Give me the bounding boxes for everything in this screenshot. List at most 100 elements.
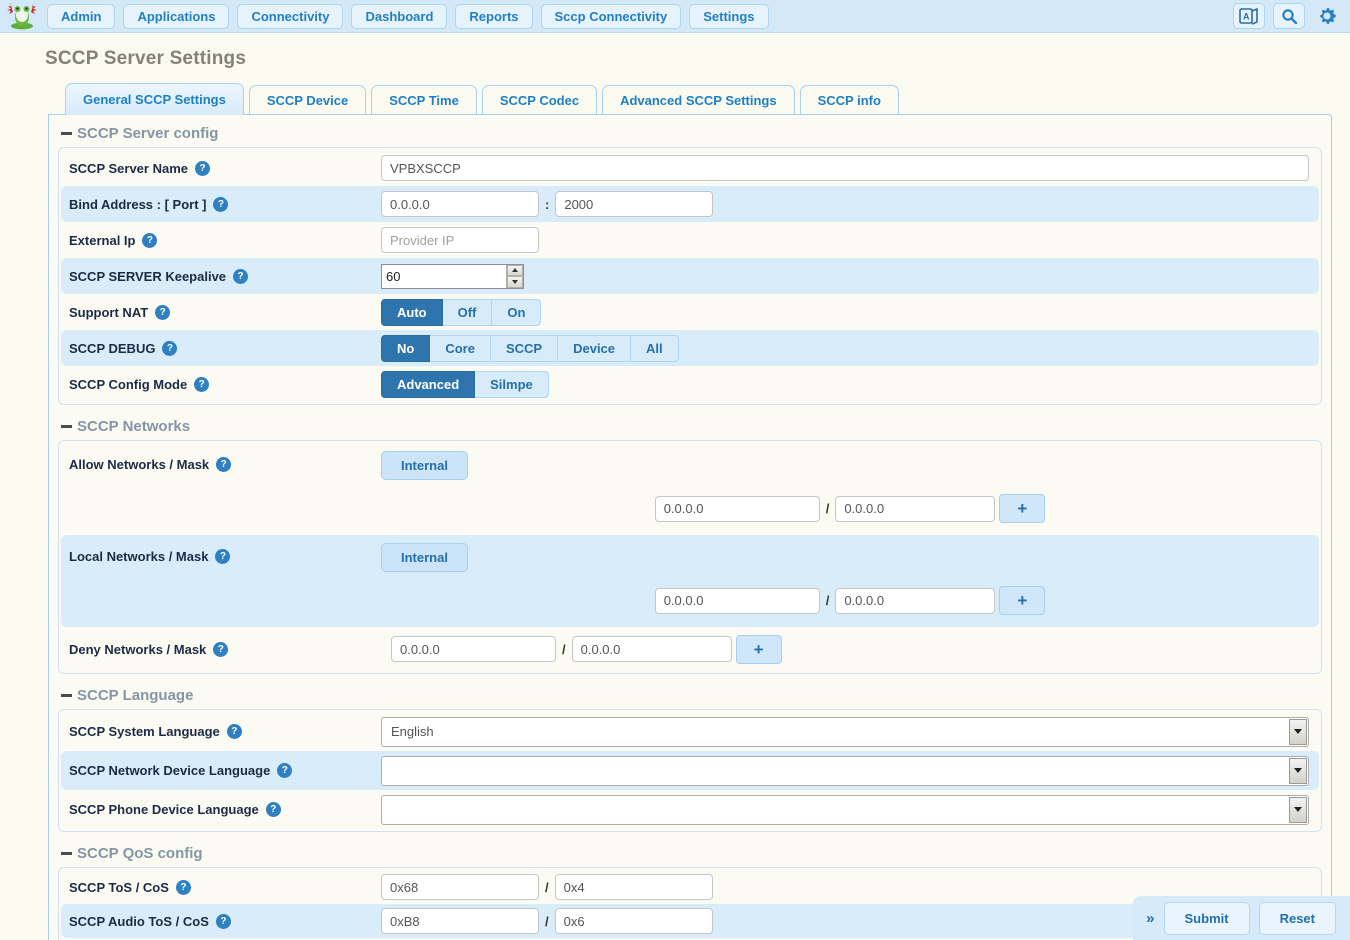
form-row-local-networks: Local Networks / Mask Internal / +: [61, 535, 1319, 627]
tab-sccp-codec[interactable]: SCCP Codec: [481, 85, 598, 114]
translate-icon[interactable]: A: [1233, 3, 1265, 29]
collapse-minus-icon[interactable]: [61, 132, 72, 135]
spinner-down-icon[interactable]: [507, 276, 523, 288]
local-network-input[interactable]: [654, 587, 820, 614]
field-label-network-device-language: SCCP Network Device Language: [69, 763, 271, 778]
nav-item-applications[interactable]: Applications: [123, 3, 230, 29]
debug-core-button[interactable]: Core: [429, 334, 491, 362]
sccp-debug-toggle-group: No Core SCCP Device All: [381, 334, 679, 362]
help-icon[interactable]: [265, 802, 281, 817]
help-icon[interactable]: [213, 641, 229, 657]
section-header-server-config: SCCP Server config: [58, 117, 1322, 147]
help-icon[interactable]: [162, 340, 178, 356]
collapse-minus-icon[interactable]: [61, 425, 72, 428]
slash-separator: /: [562, 641, 566, 657]
allow-network-input[interactable]: [654, 495, 820, 522]
keepalive-input[interactable]: [382, 264, 506, 288]
system-language-select[interactable]: English: [381, 716, 1309, 747]
allow-internal-button[interactable]: Internal: [381, 451, 468, 480]
field-label-local-networks: Local Networks / Mask: [69, 549, 209, 564]
network-device-language-select[interactable]: [381, 755, 1309, 786]
slash-separator: /: [545, 879, 549, 895]
page-title: SCCP Server Settings: [45, 48, 247, 69]
help-icon[interactable]: [142, 232, 158, 248]
plus-icon[interactable]: +: [999, 494, 1046, 523]
section-header-qos: SCCP QoS config: [58, 837, 1322, 867]
help-icon[interactable]: [195, 160, 210, 176]
section-qos: SCCP ToS / CoS / SCCP Audio ToS / CoS /: [58, 867, 1322, 940]
field-label-deny-networks: Deny Networks / Mask: [69, 641, 207, 657]
collapse-minus-icon[interactable]: [61, 694, 72, 697]
sccp-cos-input[interactable]: [554, 874, 713, 900]
allow-mask-input[interactable]: [835, 495, 996, 522]
top-nav-bar: Admin Applications Connectivity Dashboar…: [0, 0, 1350, 33]
tab-sccp-device[interactable]: SCCP Device: [248, 85, 367, 114]
tab-sccp-info[interactable]: SCCP info: [799, 85, 899, 114]
number-spinner: [506, 264, 523, 288]
debug-device-button[interactable]: Device: [557, 334, 632, 362]
search-icon[interactable]: [1273, 3, 1305, 29]
plus-icon[interactable]: +: [999, 586, 1046, 615]
help-icon[interactable]: [277, 763, 293, 778]
field-label-server-name: SCCP Server Name: [69, 160, 188, 176]
frog-logo[interactable]: [5, 1, 39, 31]
nat-off-button[interactable]: Off: [441, 298, 493, 326]
collapse-toolbar-chevron[interactable]: »: [1146, 909, 1155, 927]
deny-mask-input[interactable]: [571, 636, 732, 662]
collapse-minus-icon[interactable]: [61, 852, 72, 855]
form-row-system-language: SCCP System Language English: [61, 712, 1319, 751]
help-icon[interactable]: [213, 196, 229, 212]
server-name-input[interactable]: [381, 155, 1309, 181]
audio-cos-input[interactable]: [554, 908, 713, 934]
spinner-up-icon[interactable]: [507, 264, 523, 276]
help-icon[interactable]: [226, 724, 242, 739]
submit-button[interactable]: Submit: [1163, 901, 1250, 935]
nav-item-dashboard[interactable]: Dashboard: [351, 3, 448, 29]
phone-device-language-select[interactable]: [381, 794, 1309, 825]
nav-item-settings[interactable]: Settings: [689, 3, 769, 29]
form-row-audio-tos: SCCP Audio ToS / CoS /: [61, 904, 1319, 938]
deny-network-input[interactable]: [391, 636, 556, 662]
external-ip-input[interactable]: [381, 227, 539, 253]
help-icon[interactable]: [216, 457, 232, 472]
nav-item-reports[interactable]: Reports: [455, 3, 533, 29]
help-icon[interactable]: [175, 879, 191, 895]
selected-value: English: [391, 724, 434, 739]
audio-tos-input[interactable]: [381, 908, 539, 934]
help-icon[interactable]: [155, 304, 171, 320]
nat-on-button[interactable]: On: [491, 298, 542, 326]
debug-all-button[interactable]: All: [630, 334, 679, 362]
form-row-server-name: SCCP Server Name: [61, 150, 1319, 186]
tab-general-sccp-settings[interactable]: General SCCP Settings: [65, 83, 244, 115]
plus-icon[interactable]: +: [735, 634, 782, 664]
reset-button[interactable]: Reset: [1258, 901, 1336, 935]
field-label-system-language: SCCP System Language: [69, 724, 220, 739]
tab-sccp-time[interactable]: SCCP Time: [371, 85, 477, 114]
help-icon[interactable]: [215, 913, 231, 929]
local-mask-input[interactable]: [835, 587, 996, 614]
tab-advanced-sccp-settings[interactable]: Advanced SCCP Settings: [602, 85, 795, 114]
debug-sccp-button[interactable]: SCCP: [489, 334, 559, 362]
section-networks: Allow Networks / Mask Internal / + Local…: [58, 440, 1322, 674]
nat-auto-button[interactable]: Auto: [381, 298, 443, 326]
floating-action-bar: » Submit Reset: [1133, 896, 1350, 940]
bind-address-input[interactable]: [381, 191, 539, 217]
mode-simple-button[interactable]: Silmpe: [474, 370, 549, 398]
field-label-phone-device-language: SCCP Phone Device Language: [69, 802, 259, 817]
nav-item-connectivity[interactable]: Connectivity: [237, 3, 344, 29]
dropdown-arrow-icon: [1289, 757, 1307, 784]
help-icon[interactable]: [233, 268, 249, 284]
local-internal-button[interactable]: Internal: [381, 543, 468, 572]
bind-port-input[interactable]: [555, 191, 714, 217]
section-header-language: SCCP Language: [58, 679, 1322, 709]
help-icon[interactable]: [194, 376, 210, 392]
nav-item-admin[interactable]: Admin: [47, 3, 116, 29]
help-icon[interactable]: [215, 549, 231, 564]
frog-logo-icon: [7, 3, 37, 30]
nav-item-sccp-connectivity[interactable]: Sccp Connectivity: [540, 3, 682, 29]
slash-separator: /: [825, 501, 830, 516]
debug-no-button[interactable]: No: [381, 334, 431, 362]
mode-advanced-button[interactable]: Advanced: [381, 370, 476, 398]
sccp-tos-input[interactable]: [381, 874, 539, 900]
gear-icon[interactable]: [1313, 3, 1341, 29]
